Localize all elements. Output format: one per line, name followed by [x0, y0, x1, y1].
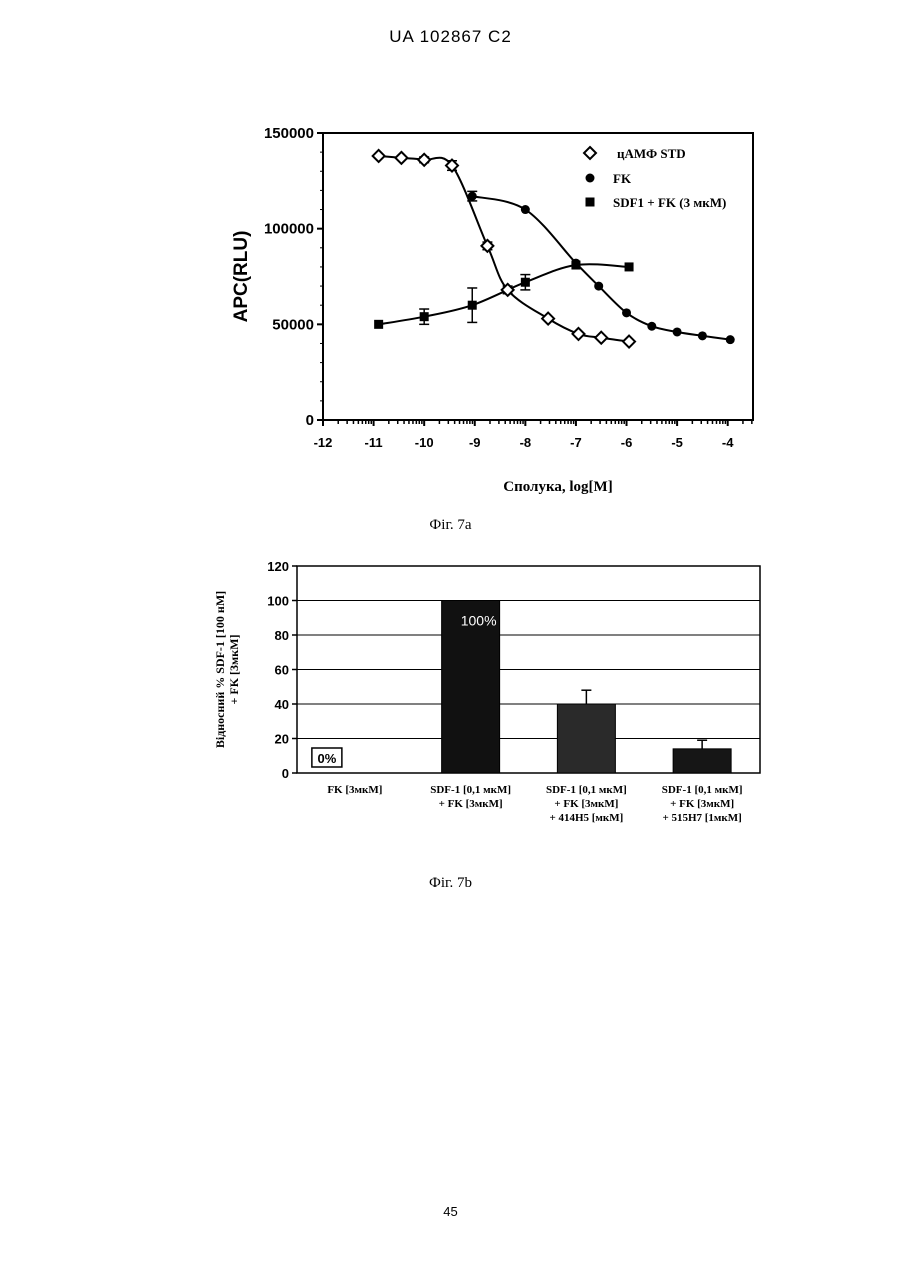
y-tick-label: 150000 — [264, 125, 314, 142]
figure-7a-chart: 0 50000 100000 150000 -12 -11 -10 -9 -8 -7 -6 -5 -4 A… — [0, 0, 901, 520]
data-point-camp-std — [418, 154, 430, 166]
data-point-camp-std — [572, 328, 584, 340]
data-point-sdf1-fk — [571, 261, 580, 270]
x-tick-label: -4 — [722, 435, 734, 450]
caption-figure-7a: Фіг. 7а — [0, 517, 901, 534]
series-line-2 — [472, 196, 730, 340]
category-label: SDF-1 [0,1 мкМ] — [430, 784, 511, 796]
y-tick-label: 40 — [275, 697, 289, 712]
category-label: SDF-1 [0,1 мкМ] — [662, 784, 743, 796]
x-tick-label: -8 — [520, 435, 532, 450]
y-tick-label: 60 — [275, 663, 289, 678]
y-tick-label: 80 — [275, 628, 289, 643]
legend-marker — [584, 147, 596, 159]
x-tick-label: -12 — [314, 435, 333, 450]
y-tick-label: 0 — [282, 766, 289, 781]
y-tick-label: 100000 — [264, 221, 314, 238]
data-point-camp-std — [395, 152, 407, 164]
bar — [557, 704, 615, 773]
data-point-fk — [647, 322, 656, 331]
data-label: 100% — [461, 613, 497, 629]
y-tick-label: 50000 — [272, 316, 314, 333]
x-tick-label: -6 — [621, 435, 633, 450]
data-point-sdf1-fk — [625, 262, 634, 271]
legend-marker — [586, 198, 595, 207]
data-point-fk — [673, 327, 682, 336]
x-tick-label: -11 — [365, 435, 383, 450]
x-tick-label: -5 — [671, 435, 683, 450]
data-label: 0% — [317, 751, 336, 766]
data-point-fk — [726, 335, 735, 344]
data-point-camp-std — [542, 313, 554, 325]
data-point-fk — [521, 205, 530, 214]
category-label: + FK [3мкМ] — [439, 798, 503, 810]
data-point-camp-std — [595, 332, 607, 344]
legend-label: FK — [613, 171, 632, 186]
plot-area-7b: 0 20 40 60 80 100 120 Відносний % SDF-1 [100 нМ… — [213, 559, 760, 824]
y-tick-label: 100 — [267, 594, 289, 609]
category-label: + 515H7 [1мкМ] — [662, 812, 741, 824]
data-point-fk — [698, 331, 707, 340]
data-point-sdf1-fk — [521, 278, 530, 287]
page-number: 45 — [0, 1204, 901, 1219]
bar — [673, 749, 731, 773]
category-label: + FK [3мкМ] — [670, 798, 734, 810]
series-line-1 — [379, 156, 629, 342]
category-label: + 414H5 [мкМ] — [549, 812, 623, 824]
data-point-fk — [594, 282, 603, 291]
category-label: SDF-1 [0,1 мкМ] — [546, 784, 627, 796]
data-point-camp-std — [623, 336, 635, 348]
data-point-sdf1-fk — [374, 320, 383, 329]
data-point-sdf1-fk — [420, 312, 429, 321]
y-axis-title: Відносний % SDF-1 [100 нМ]+ FK [3мкМ] — [213, 591, 241, 748]
legend-marker — [586, 174, 595, 183]
y-tick-label: 120 — [267, 559, 289, 574]
data-point-camp-std — [373, 150, 385, 162]
figure-7b-chart: 0 20 40 60 80 100 120 Відносний % SDF-1 [100 нМ… — [0, 545, 901, 845]
category-label: FK [3мкМ] — [327, 784, 382, 796]
data-point-fk — [622, 308, 631, 317]
category-label: + FK [3мкМ] — [554, 798, 618, 810]
y-tick-label: 20 — [275, 732, 289, 747]
legend-label: SDF1 + FK (3 мкМ) — [613, 195, 726, 210]
legend-label: цАМФ STD — [617, 146, 686, 161]
x-tick-label: -10 — [415, 435, 434, 450]
x-tick-label: -9 — [469, 435, 481, 450]
x-axis-title: Сполука, log[M] — [503, 479, 612, 495]
x-tick-label: -7 — [570, 435, 582, 450]
data-point-fk — [468, 192, 477, 201]
caption-figure-7b: Фіг. 7b — [0, 875, 901, 892]
y-axis-title: APC(RLU) — [231, 231, 252, 323]
y-tick-label: 0 — [306, 412, 314, 429]
plot-area-7a: 0 50000 100000 150000 -12 -11 -10 -9 -8 -7 -6 -5 -4 A… — [231, 125, 753, 495]
data-point-sdf1-fk — [468, 301, 477, 310]
